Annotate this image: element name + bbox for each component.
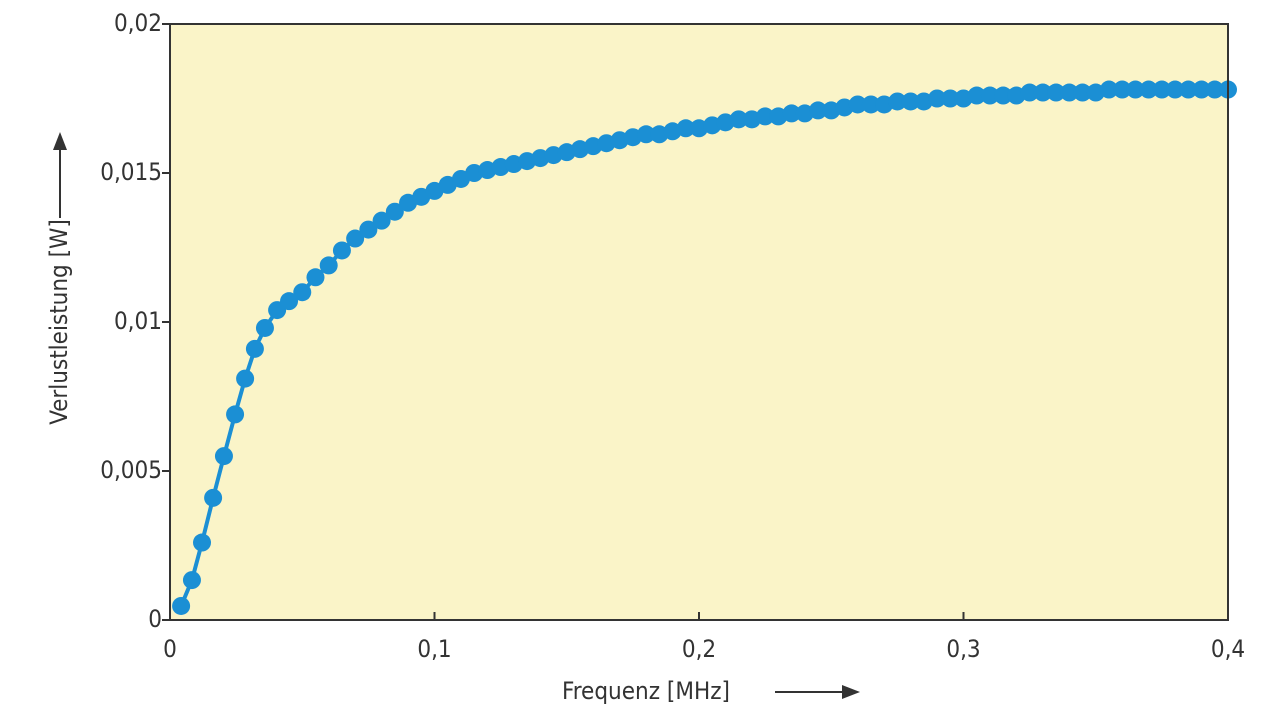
data-point [782, 104, 801, 123]
plot-area [169, 23, 1229, 621]
data-point [204, 488, 223, 507]
data-point [1166, 80, 1185, 99]
data-point [1060, 83, 1079, 102]
data-point [226, 405, 245, 424]
data-point [1099, 80, 1118, 99]
data-point [280, 292, 299, 311]
x-tick-label: 0,2 [682, 635, 716, 663]
y-tick-label: 0,015 [100, 158, 162, 186]
y-tick-label: 0,01 [114, 307, 162, 335]
data-point [901, 92, 920, 111]
data-point [676, 119, 695, 138]
y-axis-label: Verlustleistung [W] [45, 219, 73, 425]
data-point [980, 86, 999, 105]
data-point [236, 369, 255, 388]
data-point [255, 318, 274, 337]
data-point [306, 268, 325, 287]
data-point [888, 92, 907, 111]
data-point [861, 95, 880, 114]
data-point [1126, 80, 1145, 99]
data-point [1152, 80, 1171, 99]
data-point [245, 339, 264, 358]
x-tick-label: 0,4 [1211, 635, 1245, 663]
data-point [1047, 83, 1066, 102]
data-point [332, 241, 351, 260]
data-point [1179, 80, 1198, 99]
x-arrow [775, 685, 860, 699]
data-point [385, 202, 404, 221]
data-point [1192, 80, 1211, 99]
data-point [359, 220, 378, 239]
data-point [637, 125, 656, 144]
y-tick-label: 0 [148, 605, 162, 633]
data-point [756, 107, 775, 126]
data-point [809, 101, 828, 120]
x-tick-label: 0,1 [417, 635, 451, 663]
data-point [928, 89, 947, 108]
x-tick-label: 0 [163, 635, 177, 663]
data-point [193, 533, 212, 552]
data-point [319, 256, 338, 275]
y-tick-label: 0,02 [114, 9, 162, 37]
data-point [172, 596, 191, 615]
data-point [372, 211, 391, 230]
data-point [1205, 80, 1224, 99]
x-tick-label: 0,3 [946, 635, 980, 663]
data-point [967, 86, 986, 105]
data-point [1113, 80, 1132, 99]
data-point [941, 89, 960, 108]
data-point [346, 229, 365, 248]
data-point [848, 95, 867, 114]
x-axis-label: Frequenz [MHz] [562, 677, 730, 705]
data-point [293, 283, 312, 302]
data-point [994, 86, 1013, 105]
data-point [1073, 83, 1092, 102]
data-point [182, 571, 201, 590]
y-arrow [53, 132, 67, 218]
y-tick-label: 0,005 [100, 456, 162, 484]
data-point [1020, 83, 1039, 102]
plot-background [170, 24, 1228, 620]
data-point [729, 110, 748, 129]
data-point [1139, 80, 1158, 99]
data-point [214, 447, 233, 466]
data-point [1033, 83, 1052, 102]
